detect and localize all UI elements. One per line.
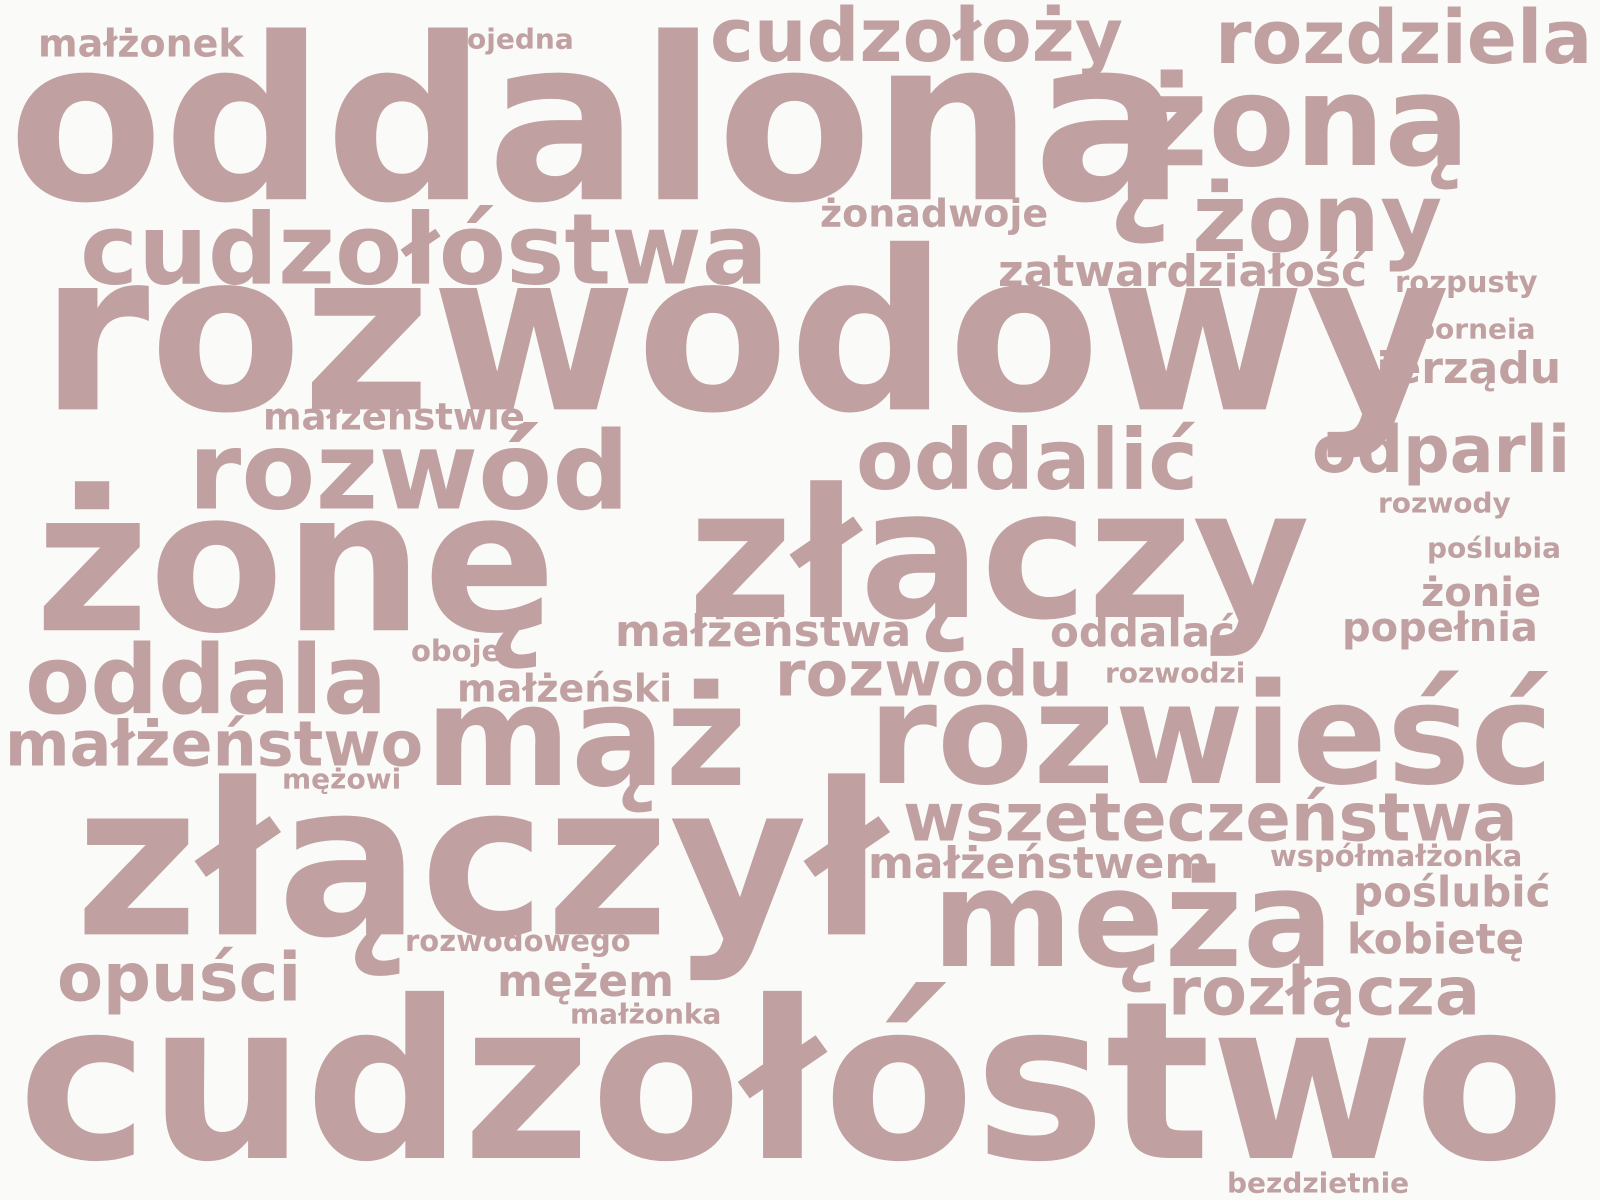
word-odparli: odparli — [1312, 413, 1571, 488]
word-rozwod: rozwód — [188, 409, 630, 535]
word-zlaczy: złączy — [688, 451, 1310, 660]
word-zone: żonę — [35, 449, 557, 678]
word-rozwody: rozwody — [1378, 486, 1511, 520]
word-oddalac: oddalać — [1050, 607, 1235, 657]
word-zonadwoje: żonadwoje — [820, 191, 1049, 236]
word-pojedna: pojedna — [447, 22, 574, 56]
word-rozwodowego: rozwodowego — [405, 923, 631, 958]
word-rozlacza: rozłącza — [1168, 952, 1481, 1031]
word-zonie: żonie — [1421, 570, 1542, 616]
word-poslubic: poślubić — [1353, 867, 1551, 917]
word-maz: mąż — [425, 656, 747, 819]
word-rozwodu: rozwodu — [775, 637, 1073, 711]
word-zona: żoną — [1135, 48, 1470, 196]
word-malzenstwa: małżeństwa — [615, 605, 912, 657]
word-mezem: mężem — [497, 955, 674, 1007]
word-malzenstwie: małżeństwie — [263, 395, 525, 439]
word-mezowi: mężowi — [282, 762, 402, 796]
word-oddalona: oddaloną — [8, 0, 1186, 254]
word-malzenstwo: małżeństwo — [5, 707, 424, 781]
word-meza: męża — [932, 841, 1334, 998]
word-rozdziela: rozdziela — [1215, 0, 1593, 81]
word-malzonek: małżonek — [38, 21, 244, 66]
word-rozwodzi: rozwodzi — [1105, 656, 1246, 690]
word-malzenstwem: małżeństwem — [868, 837, 1211, 889]
word-zatwardzialosc: zatwardziałość — [998, 245, 1368, 297]
word-oboje: oboje — [411, 633, 502, 668]
word-rozpusty: rozpusty — [1395, 264, 1538, 299]
word-zony: żony — [1192, 164, 1443, 274]
word-rozwiesc: rozwieść — [868, 654, 1554, 817]
word-nierzadu: nierządu — [1345, 342, 1562, 394]
word-wspolmalzonka: współmałżonka — [1270, 838, 1523, 873]
word-rozwodowy: rozwodowy — [40, 204, 1451, 463]
word-opusci: opuści — [57, 938, 302, 1017]
word-cudzolostwo: cudzołóstwo — [18, 954, 1565, 1200]
word-cudzolostwa: cudzołóstwa — [80, 193, 768, 308]
word-poslubia: poślubia — [1427, 531, 1562, 565]
word-bezdzietnie: bezdzietnie — [1227, 1166, 1410, 1200]
word-oddala: oddala — [25, 626, 388, 736]
word-popelnia: popełnia — [1342, 605, 1538, 651]
word-oddalic: oddalić — [856, 410, 1199, 509]
word-zlaczyl: złączył — [75, 737, 887, 985]
word-cudzolozy: cudzołoży — [710, 0, 1124, 79]
word-wszeteczenstwa: wszeteczeństwa — [903, 778, 1518, 857]
word-malzonka: małżonka — [570, 997, 722, 1031]
word-porneia: porneia — [1415, 312, 1536, 346]
word-malzenski: małżeński — [457, 666, 673, 711]
word-kobiete: kobietę — [1347, 914, 1525, 964]
